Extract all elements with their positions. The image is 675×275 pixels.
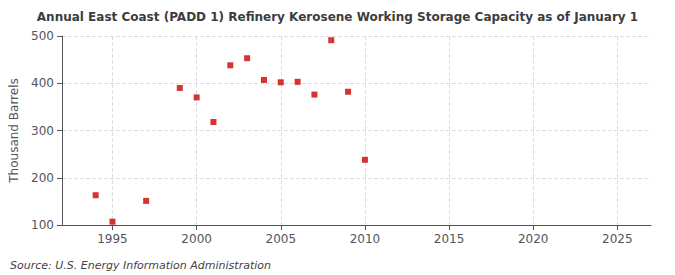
svg-text:1995: 1995 (97, 232, 128, 246)
svg-text:2005: 2005 (265, 232, 296, 246)
svg-text:400: 400 (31, 76, 54, 90)
svg-text:2025: 2025 (602, 232, 633, 246)
svg-text:500: 500 (31, 29, 54, 43)
svg-text:Annual East Coast (PADD 1) Ref: Annual East Coast (PADD 1) Refinery Kero… (37, 10, 638, 24)
svg-text:2020: 2020 (518, 232, 549, 246)
svg-text:Source: U.S. Energy Informatio: Source: U.S. Energy Information Administ… (10, 259, 271, 272)
svg-text:Thousand Barrels: Thousand Barrels (7, 78, 21, 183)
svg-text:2010: 2010 (350, 232, 381, 246)
svg-text:100: 100 (31, 218, 54, 232)
svg-text:200: 200 (31, 171, 54, 185)
svg-text:2015: 2015 (434, 232, 465, 246)
svg-text:300: 300 (31, 124, 54, 138)
svg-text:2000: 2000 (181, 232, 212, 246)
